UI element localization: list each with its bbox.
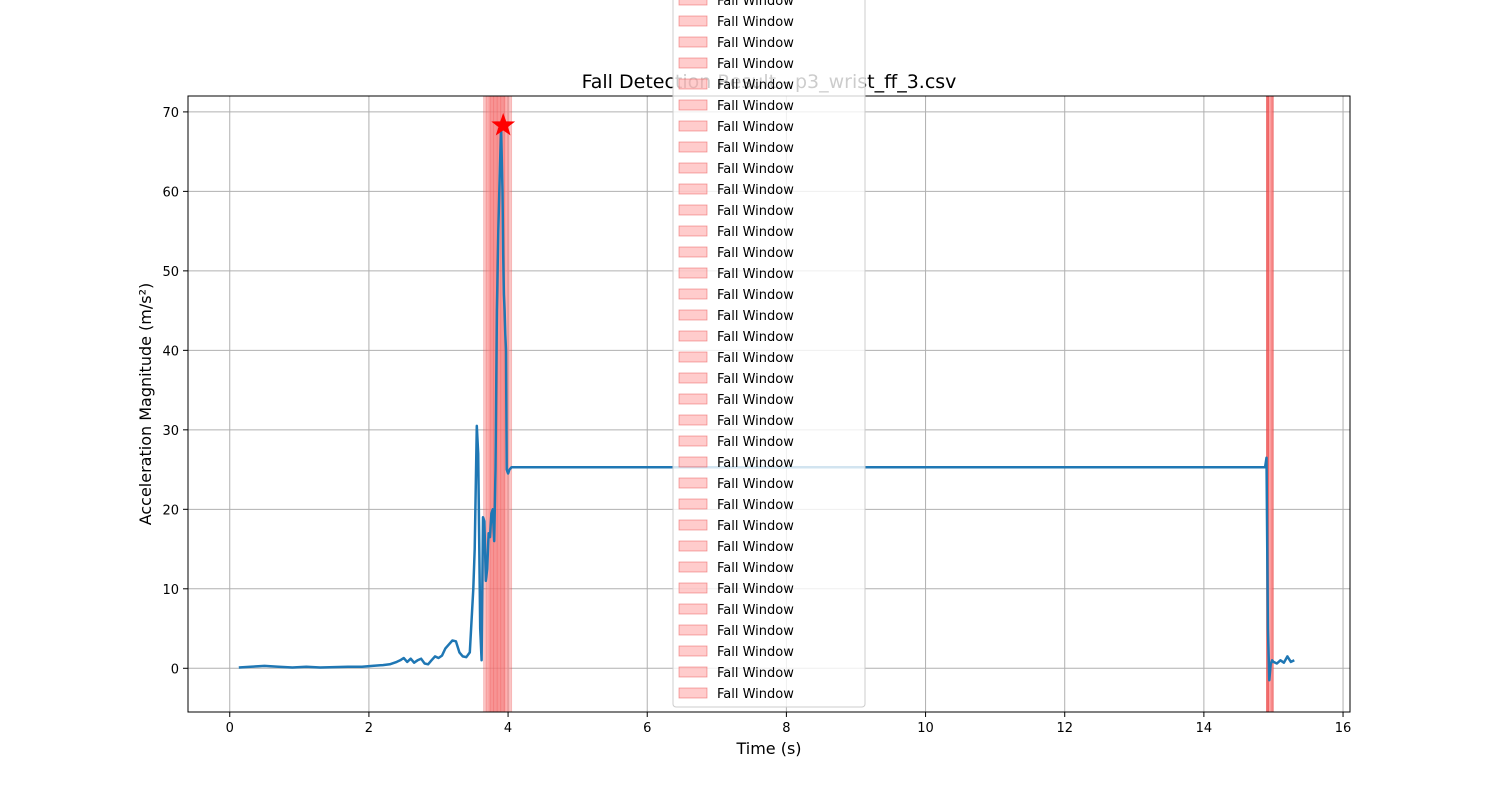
legend-label: Fall Window <box>717 57 794 72</box>
legend-swatch <box>678 498 708 510</box>
legend-label: Fall Window <box>717 435 794 450</box>
legend-swatch <box>678 519 708 531</box>
legend-swatch <box>678 624 708 636</box>
legend-swatch <box>678 456 708 468</box>
y-tick-label: 50 <box>162 265 179 280</box>
legend-swatch <box>678 477 708 489</box>
legend-label: Fall Window <box>717 288 794 303</box>
legend-label: Fall Window <box>717 540 794 555</box>
x-tick-label: 12 <box>1056 721 1073 736</box>
legend-swatch <box>678 0 708 6</box>
x-tick-label: 16 <box>1335 721 1352 736</box>
legend-swatch <box>678 330 708 342</box>
legend-swatch <box>678 141 708 153</box>
legend-label: Fall Window <box>717 36 794 51</box>
legend-label: Fall Window <box>717 267 794 282</box>
legend-swatch <box>678 687 708 699</box>
legend: Fall Window Fall Window Fall Window Fall Wi… <box>672 0 866 708</box>
series-layer <box>238 126 1295 682</box>
legend-swatch <box>678 246 708 258</box>
y-tick-label: 20 <box>162 503 179 518</box>
legend-label: Fall Window <box>717 603 794 618</box>
legend-swatch <box>678 15 708 27</box>
legend-label: Fall Window <box>717 141 794 156</box>
legend-swatch <box>678 267 708 279</box>
legend-label: Fall Window <box>717 225 794 240</box>
legend-label: Fall Window <box>717 498 794 513</box>
legend-label: Fall Window <box>717 372 794 387</box>
legend-swatch <box>678 57 708 69</box>
x-axis-label: Time (s) <box>735 739 801 758</box>
peak-marker-layer <box>491 112 516 136</box>
x-tick-label: 0 <box>226 721 234 736</box>
legend-label: Fall Window <box>717 561 794 576</box>
legend-swatch <box>678 288 708 300</box>
legend-label: Fall Window <box>717 624 794 639</box>
x-tick-label: 8 <box>782 721 790 736</box>
legend-swatch <box>678 540 708 552</box>
legend-label: Fall Window <box>717 393 794 408</box>
legend-label: Fall Window <box>717 204 794 219</box>
legend-label: Fall Window <box>717 330 794 345</box>
legend-label: Fall Window <box>717 414 794 429</box>
legend-swatch <box>678 435 708 447</box>
legend-swatch <box>678 582 708 594</box>
legend-label: Fall Window <box>717 666 794 681</box>
legend-label: Fall Window <box>717 246 794 261</box>
legend-swatch <box>678 393 708 405</box>
legend-swatch <box>678 204 708 216</box>
legend-label: Fall Window <box>717 309 794 324</box>
legend-swatch <box>678 645 708 657</box>
legend-swatch <box>678 162 708 174</box>
x-tick-label: 2 <box>365 721 373 736</box>
legend-swatch <box>678 36 708 48</box>
legend-swatch <box>678 561 708 573</box>
legend-label: Fall Window <box>717 351 794 366</box>
legend-swatch <box>678 225 708 237</box>
y-tick-label: 10 <box>162 583 179 598</box>
legend-swatch <box>678 183 708 195</box>
x-tick-label: 6 <box>643 721 651 736</box>
y-tick-label: 0 <box>171 662 179 677</box>
legend-label: Fall Window <box>717 645 794 660</box>
x-tick-label: 4 <box>504 721 512 736</box>
legend-swatch <box>678 666 708 678</box>
axis-ticks: 0 2 4 6 8 10 12 14 16 0 10 20 30 40 50 60 70 <box>162 106 1351 736</box>
legend-swatch <box>678 78 708 90</box>
legend-swatch <box>678 309 708 321</box>
legend-label: Fall Window <box>717 99 794 114</box>
y-tick-label: 40 <box>162 344 179 359</box>
legend-swatch <box>678 351 708 363</box>
y-tick-label: 60 <box>162 185 179 200</box>
legend-label: Fall Window <box>717 120 794 135</box>
legend-label: Fall Window <box>717 456 794 471</box>
legend-label: Fall Window <box>717 162 794 177</box>
x-tick-label: 10 <box>917 721 934 736</box>
legend-swatch <box>678 414 708 426</box>
legend-label: Fall Window <box>717 519 794 534</box>
y-axis-label: Acceleration Magnitude (m/s²) <box>136 283 155 526</box>
peak-star-marker <box>491 112 516 136</box>
acceleration-series-line <box>238 126 1295 682</box>
legend-label: Fall Window <box>717 477 794 492</box>
legend-label: Fall Window <box>717 78 794 93</box>
legend-swatch <box>678 603 708 615</box>
y-tick-label: 30 <box>162 424 179 439</box>
legend-swatch <box>678 120 708 132</box>
legend-label: Fall Window <box>717 687 794 702</box>
legend-label: Fall Window <box>717 0 794 9</box>
legend-label: Fall Window <box>717 582 794 597</box>
x-tick-label: 14 <box>1196 721 1213 736</box>
y-tick-label: 70 <box>162 106 179 121</box>
legend-label: Fall Window <box>717 15 794 30</box>
fall-window-span <box>1268 95 1274 713</box>
legend-swatch <box>678 372 708 384</box>
legend-box <box>672 0 866 708</box>
legend-label: Fall Window <box>717 183 794 198</box>
legend-swatch <box>678 99 708 111</box>
